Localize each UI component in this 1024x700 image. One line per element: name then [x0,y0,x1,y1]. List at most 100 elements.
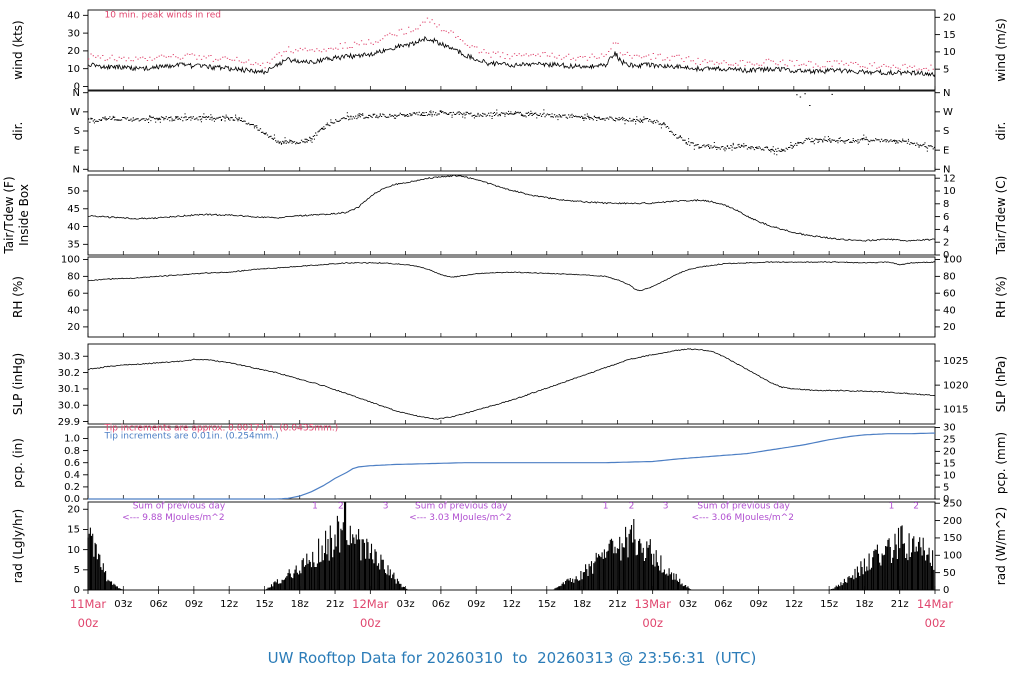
svg-text:30: 30 [67,28,80,39]
x-tick-label: 15z [538,599,556,610]
annotation: 3 [383,501,389,511]
x-tick-label: 09z [750,599,768,610]
ylabel-right-temp: Tair/Tdew (C) [994,176,1008,256]
svg-text:0.8: 0.8 [64,446,80,457]
svg-text:35: 35 [67,240,80,251]
svg-text:0: 0 [74,585,80,596]
annotation: <--- 9.88 MJoules/m^2 [122,513,224,523]
x-tick-label: 15z [820,599,838,610]
series-wind-avg [87,35,936,78]
svg-text:29.9: 29.9 [58,417,80,428]
x-tick-label: 18z [291,599,309,610]
x-day-label: 14Mar [917,597,954,611]
svg-text:12: 12 [943,173,956,184]
svg-text:100: 100 [61,255,80,266]
svg-text:20: 20 [67,322,80,333]
svg-text:N: N [73,88,80,99]
x-tick-label: 12z [785,599,803,610]
ylabel-left-rh: RH (%) [11,276,25,318]
annotation: 1 [312,501,318,511]
svg-text:20: 20 [67,46,80,57]
x-tick-label: 21z [891,599,909,610]
svg-text:10: 10 [943,47,956,58]
ylabel-right-dir: dir. [994,122,1008,141]
x-day-label: 13Mar [634,597,671,611]
annotation: Sum of previous day [415,501,508,511]
svg-text:0.2: 0.2 [64,482,80,493]
svg-text:0: 0 [943,585,949,596]
svg-text:0.4: 0.4 [64,470,80,481]
ylabel-left-slp: SLP (inHg) [11,353,25,415]
svg-text:5: 5 [74,565,80,576]
annotation: 10 min. peak winds in red [104,10,221,20]
svg-text:1015: 1015 [943,404,968,415]
annotation: <--- 3.06 MJoules/m^2 [691,513,793,523]
annotation: 1 [603,501,609,511]
svg-text:20: 20 [943,447,956,458]
x-tick-label: 12z [220,599,238,610]
ylabel-right-rad: rad (W/m^2) [994,507,1008,585]
svg-text:45: 45 [67,204,80,215]
series-sea-level-pressure [87,348,936,420]
x-day-label: 12Mar [352,597,389,611]
svg-text:25: 25 [943,435,956,446]
svg-text:0: 0 [943,494,949,505]
x-tick-label: 03z [397,599,415,610]
ylabel-left-temp: Tair/Tdew (F) [2,176,16,254]
x-day-sublabel: 00z [925,616,946,630]
ylabel-right-wind: wind (m/s) [994,18,1008,82]
svg-text:60: 60 [67,288,80,299]
svg-text:40: 40 [67,11,80,22]
annotation: <--- 3.03 MJoules/m^2 [409,513,511,523]
svg-text:20: 20 [943,322,956,333]
x-tick-label: 12z [503,599,521,610]
svg-text:E: E [74,145,80,156]
series-wind-peak-10min [88,17,934,71]
ylabel-left2-temp: Inside Box [17,184,31,246]
svg-text:50: 50 [67,186,80,197]
ylabel-left-dir: dir. [11,122,25,141]
svg-text:30.1: 30.1 [58,384,80,395]
series-wind-direction [88,93,936,156]
panel-slp: 29.9 30.0 30.1 30.2 30.3 1015 1020 1025 SLP (inH… [11,343,1008,428]
ylabel-left-wind: wind (kts) [11,20,25,79]
x-tick-label: 18z [855,599,873,610]
x-tick-label: 21z [608,599,626,610]
svg-text:1.0: 1.0 [64,434,80,445]
annotation: 2 [338,501,344,511]
svg-text:0: 0 [74,82,80,93]
panel-wind: 0 10 20 30 40 5 10 15 20 wind (kts) wind (m/s) [11,9,1008,93]
svg-text:250: 250 [943,498,962,509]
x-day-sublabel: 00z [642,616,663,630]
svg-text:1025: 1025 [943,356,968,367]
annotation: Tip increments are 0.01in. (0.254mm.) [103,431,278,441]
svg-text:10: 10 [943,186,956,197]
svg-text:1020: 1020 [943,380,968,391]
annotation: 2 [913,501,919,511]
svg-text:50: 50 [943,568,956,579]
svg-text:40: 40 [67,222,80,233]
svg-text:15: 15 [67,525,80,536]
x-tick-label: 06z [150,599,168,610]
ylabel-left-rad: rad (Lgly/hr) [11,509,25,583]
svg-text:40: 40 [943,305,956,316]
x-tick-label: 09z [185,599,203,610]
svg-text:30: 30 [943,423,956,434]
annotation: Sum of previous day [133,501,226,511]
svg-text:0.6: 0.6 [64,458,80,469]
svg-text:S: S [74,126,80,137]
svg-text:W: W [943,107,953,118]
svg-text:10: 10 [943,470,956,481]
svg-text:40: 40 [67,305,80,316]
x-tick-label: 15z [255,599,273,610]
page-title: UW Rooftop Data for 20260310 to 20260313… [267,649,757,667]
svg-text:30.3: 30.3 [58,351,80,362]
svg-text:E: E [943,145,949,156]
svg-text:0: 0 [943,250,949,261]
x-tick-label: 03z [114,599,132,610]
svg-text:N: N [73,164,80,175]
svg-text:30.0: 30.0 [58,400,80,411]
